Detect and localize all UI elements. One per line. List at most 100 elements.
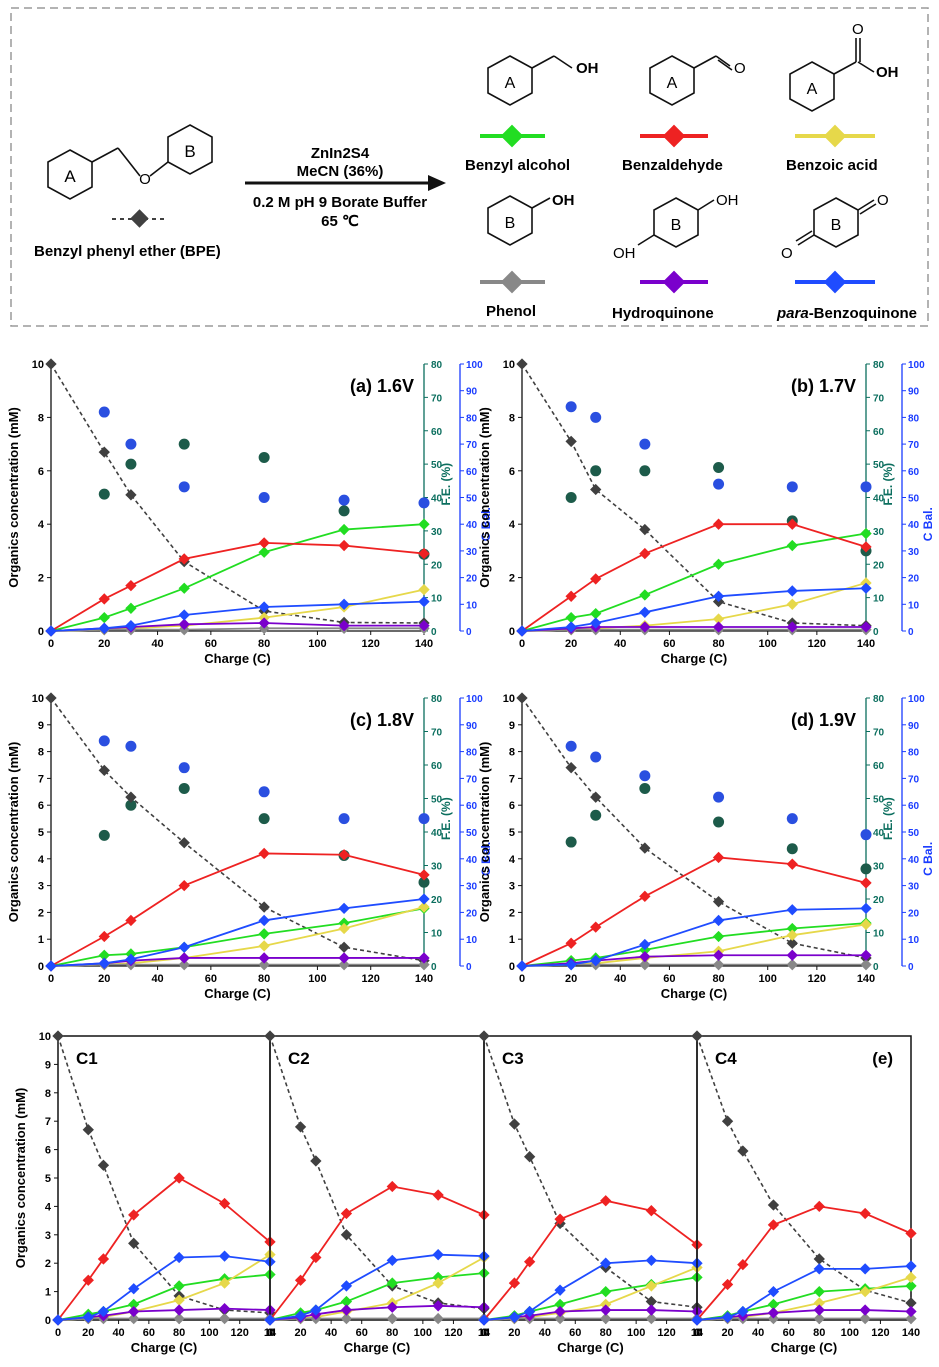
series-point	[860, 902, 872, 915]
x-axis-label: Charge (C)	[661, 651, 727, 666]
y-tick-label: 7	[38, 773, 44, 785]
series-point	[645, 1295, 658, 1308]
series-point	[859, 1207, 871, 1220]
benzoquinone-structure	[795, 197, 877, 248]
x-tick-label: 40	[325, 1327, 337, 1339]
series-point	[523, 1256, 536, 1268]
bpe-legend-symbol	[112, 209, 166, 228]
series-point	[310, 1304, 322, 1316]
series-line	[483, 1035, 698, 1309]
cbal-tick-label: 90	[466, 387, 478, 398]
x-tick-label: 40	[614, 973, 626, 985]
y-tick-label: 8	[38, 412, 44, 424]
buffer-label: 0.2 M pH 9 Borate Buffer	[253, 194, 427, 211]
series-point	[418, 952, 430, 964]
cbal-tick-label: 80	[908, 748, 920, 759]
cbal-point	[125, 438, 137, 450]
fe-tick-label: 30	[873, 527, 885, 538]
series-point	[173, 1304, 185, 1316]
series-point	[178, 952, 190, 964]
series-point	[786, 858, 798, 870]
series-point	[516, 960, 528, 972]
x-tick-label: 0	[267, 1327, 273, 1339]
hydroquinone-label: Hydroquinone	[612, 305, 714, 322]
fe-tick-label: 80	[431, 360, 443, 371]
series-point	[173, 1251, 185, 1264]
series-point	[639, 606, 651, 618]
cbal-axis-label: C Bal.	[921, 842, 935, 876]
series-point	[338, 849, 350, 861]
y-tick-label: 10	[503, 359, 515, 371]
x-axis-label: Charge (C)	[204, 651, 270, 666]
fe-point	[178, 782, 190, 794]
fe-point	[590, 809, 602, 821]
series-point	[173, 1280, 185, 1292]
series-point	[45, 692, 57, 704]
series-point	[340, 1229, 353, 1241]
cbal-tick-label: 30	[908, 547, 920, 558]
cbal-tick-label: 60	[466, 467, 478, 478]
series-point	[590, 607, 602, 620]
legend-hydroquinone	[640, 270, 708, 294]
series-point	[860, 541, 872, 553]
x-axis-label: Charge (C)	[661, 986, 727, 1001]
series-point	[178, 618, 190, 630]
x-tick-label: 60	[143, 1327, 155, 1339]
series-point	[712, 851, 725, 864]
cbal-tick-label: 80	[466, 413, 478, 424]
cbal-point	[590, 411, 602, 423]
x-tick-label: 20	[98, 638, 110, 650]
cbal-tick-label: 70	[466, 774, 478, 785]
cbal-tick-label: 10	[466, 600, 478, 611]
series-point	[786, 929, 798, 941]
series-point	[258, 617, 270, 629]
cbal-point	[786, 481, 798, 493]
series-point	[554, 1305, 566, 1318]
cbal-tick-label: 40	[908, 855, 920, 866]
fe-tick-label: 10	[873, 929, 885, 940]
series-point	[712, 621, 725, 633]
series-point	[128, 1305, 140, 1318]
y-tick-label: 0	[38, 626, 44, 638]
series-point	[860, 582, 872, 594]
series-point	[418, 518, 430, 530]
catalyst-label: ZnIn2S4	[311, 145, 370, 162]
series-point	[860, 949, 872, 961]
series-point	[338, 598, 350, 610]
series-point	[905, 1271, 917, 1284]
chart-panel-5: 0 20 40 60 80 100 120 14 Charge (C) 0 1 2 3 4 5 6 7 8 9 10 O…	[13, 1030, 277, 1355]
x-tick-label: 40	[112, 1327, 124, 1339]
ether-oxygen: O	[139, 171, 151, 188]
series-point	[258, 537, 270, 549]
series-point	[45, 358, 57, 370]
x-tick-label: 120	[657, 1327, 675, 1339]
x-tick-label: 20	[721, 1327, 733, 1339]
x-tick-label: 120	[362, 638, 380, 650]
cbal-point	[565, 401, 577, 413]
y-tick-label: 3	[45, 1230, 51, 1242]
panel-title: (a) 1.6V	[350, 376, 414, 396]
cbal-point	[713, 791, 725, 803]
x-tick-label: 80	[173, 1327, 185, 1339]
series-point	[432, 1271, 444, 1284]
series-point	[98, 930, 110, 943]
y-tick-label: 7	[509, 773, 515, 785]
series-point	[786, 585, 798, 597]
series-point	[590, 791, 602, 803]
series-point	[737, 1145, 749, 1157]
fe-tick-label: 50	[431, 795, 443, 806]
series-point	[859, 1263, 871, 1275]
series-point	[338, 902, 350, 915]
series-point	[565, 959, 577, 971]
cbal-tick-label: 0	[466, 627, 472, 638]
fe-tick-label: 20	[431, 895, 443, 906]
x-tick-label: 0	[48, 638, 54, 650]
series-point	[639, 950, 651, 963]
series-point	[712, 558, 725, 570]
fe-tick-label: 30	[431, 527, 443, 538]
series-point	[712, 613, 725, 625]
series-point	[600, 1195, 612, 1207]
fe-tick-label: 70	[873, 393, 885, 404]
plot-frame	[483, 1035, 698, 1321]
